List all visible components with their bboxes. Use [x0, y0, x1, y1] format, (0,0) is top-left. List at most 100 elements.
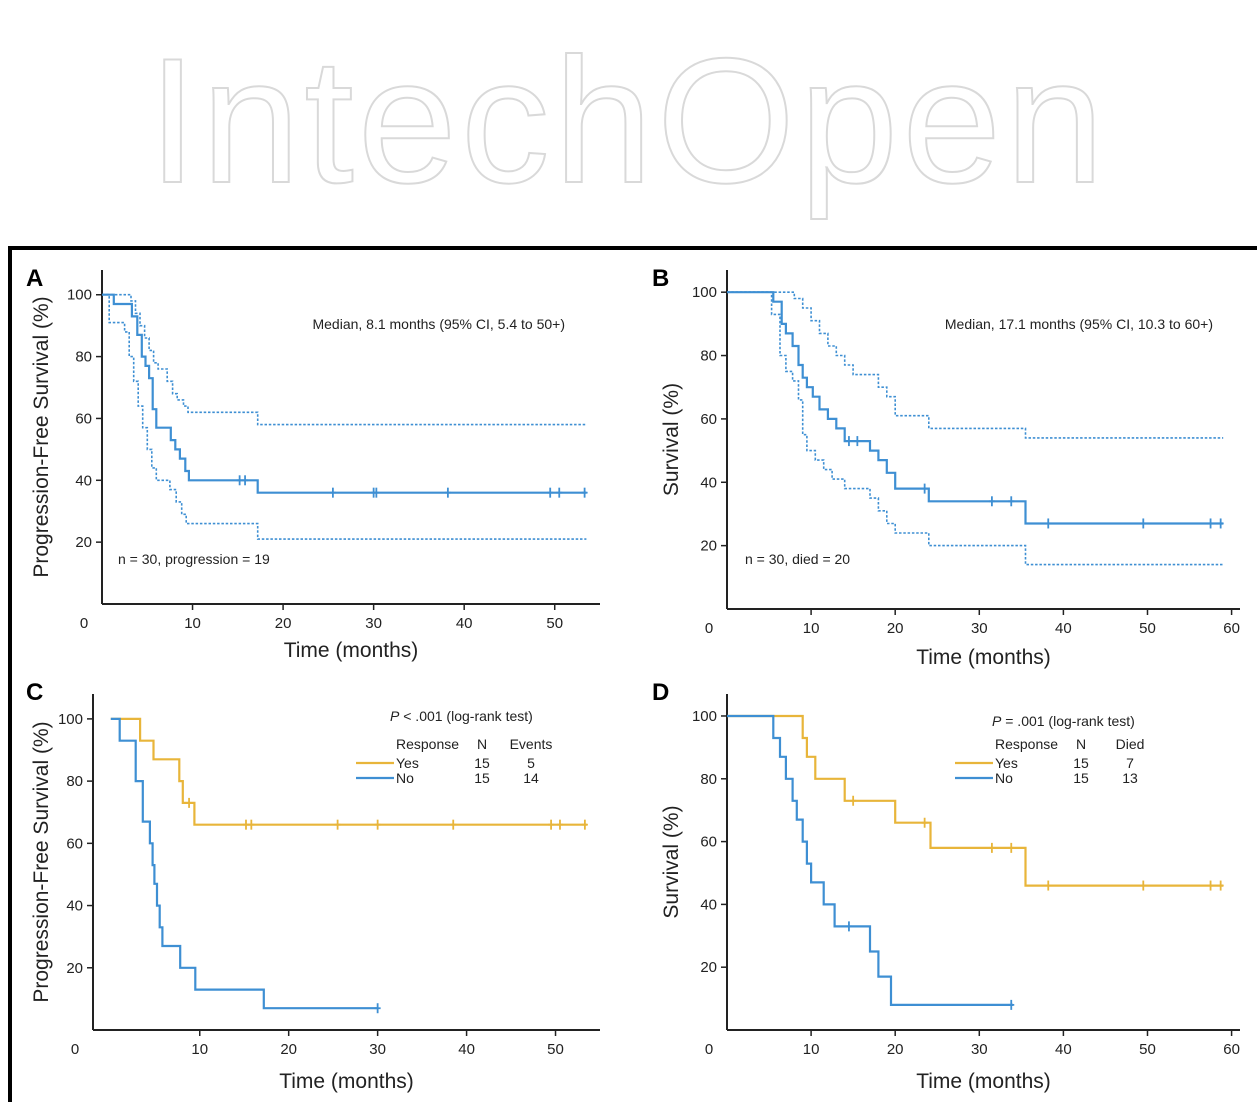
legend-header-value: Died — [1116, 736, 1145, 752]
x-axis-title: Time (months) — [284, 639, 419, 662]
legend-value: 5 — [527, 755, 535, 771]
x-tick-label: 40 — [456, 615, 473, 632]
panel-letter: B — [652, 265, 669, 292]
legend-label: Yes — [995, 755, 1018, 771]
x-tick-label: 40 — [1055, 1041, 1072, 1058]
x-tick-label: 30 — [971, 620, 988, 637]
svg-text:IntechOpen: IntechOpen — [148, 21, 1108, 220]
x-axis-title: Time (months) — [279, 1070, 414, 1093]
median-annotation: Median, 8.1 months (95% CI, 5.4 to 50+) — [312, 316, 565, 332]
panel-letter: D — [652, 679, 669, 706]
legend-table: Response N Events Yes 15 5 No 15 14 — [356, 736, 552, 786]
median-annotation: Median, 17.1 months (95% CI, 10.3 to 60+… — [945, 316, 1213, 332]
y-tick-label: 80 — [75, 349, 92, 366]
legend-header-n: N — [1076, 736, 1086, 752]
y-axis-title: Progression-Free Survival (%) — [30, 296, 53, 577]
confidence-bound-line — [727, 291, 1224, 566]
panel-b: B 0 10 20 30 40 50 60 20 40 60 80 100 Time (months) Su… — [652, 265, 1240, 669]
x-tick-label: 50 — [546, 615, 563, 632]
x-tick-label: 50 — [547, 1041, 564, 1058]
x-tick-label: 20 — [275, 615, 292, 632]
legend-header-response: Response — [995, 736, 1058, 752]
log-rank-text: < .001 (log-rank test) — [399, 708, 532, 724]
y-axis-title: Progression-Free Survival (%) — [30, 721, 53, 1002]
y-tick-label: 100 — [67, 287, 92, 304]
y-tick-label: 80 — [700, 348, 717, 365]
series-line-yes — [727, 714, 1224, 887]
x-tick-label: 0 — [71, 1041, 79, 1058]
x-tick-label: 60 — [1223, 1041, 1240, 1058]
survival-curve-line — [102, 293, 587, 494]
x-tick-label: 30 — [365, 615, 382, 632]
legend-value: 14 — [523, 770, 539, 786]
panel-a: A 0 10 20 30 40 50 20 40 60 80 100 Time (months) Prog… — [26, 265, 600, 662]
series-line-no — [110, 717, 378, 1010]
y-tick-label: 100 — [58, 711, 83, 728]
y-tick-label: 80 — [66, 773, 83, 790]
y-tick-label: 60 — [700, 834, 717, 851]
figure-frame — [8, 246, 1257, 1102]
x-tick-label: 0 — [705, 620, 713, 637]
y-tick-label: 40 — [700, 474, 717, 491]
legend-header-response: Response — [396, 736, 459, 752]
legend-n: 15 — [1073, 755, 1089, 771]
x-tick-label: 60 — [1223, 620, 1240, 637]
y-tick-label: 100 — [692, 284, 717, 301]
y-tick-label: 20 — [700, 959, 717, 976]
legend-n: 15 — [474, 755, 490, 771]
legend-label: No — [396, 770, 414, 786]
p-symbol: P — [390, 708, 400, 724]
x-axis-title: Time (months) — [916, 646, 1051, 669]
x-tick-label: 10 — [803, 1041, 820, 1058]
confidence-bound-line — [102, 293, 587, 426]
y-tick-label: 100 — [692, 708, 717, 725]
x-tick-label: 30 — [369, 1041, 386, 1058]
y-tick-label: 20 — [75, 534, 92, 551]
legend-value: 13 — [1122, 770, 1138, 786]
y-axis-title: Survival (%) — [660, 805, 683, 918]
intechopen-watermark: IntechOpen — [147, 20, 1108, 221]
x-tick-label: 50 — [1139, 1041, 1156, 1058]
x-tick-label: 30 — [971, 1041, 988, 1058]
x-tick-label: 10 — [191, 1041, 208, 1058]
x-tick-label: 20 — [280, 1041, 297, 1058]
legend-header-value: Events — [510, 736, 553, 752]
legend-label: No — [995, 770, 1013, 786]
legend-label: Yes — [396, 755, 419, 771]
x-tick-label: 50 — [1139, 620, 1156, 637]
y-tick-label: 60 — [75, 410, 92, 427]
confidence-bound-line — [102, 293, 587, 540]
panel-c: C 0 10 20 30 40 50 20 40 60 80 100 Time (months) Prog… — [26, 679, 600, 1093]
legend-table: Response N Died Yes 15 7 No 15 13 — [955, 736, 1144, 786]
series-line-no — [727, 714, 1013, 1006]
y-tick-label: 20 — [66, 960, 83, 977]
counts-annotation: n = 30, progression = 19 — [118, 551, 270, 567]
x-tick-label: 20 — [887, 620, 904, 637]
log-rank-annotation: P = .001 (log-rank test) — [992, 713, 1135, 729]
confidence-bound-line — [727, 291, 1224, 439]
x-tick-label: 10 — [803, 620, 820, 637]
y-tick-label: 40 — [66, 898, 83, 915]
series-line-yes — [110, 717, 587, 826]
x-tick-label: 10 — [184, 615, 201, 632]
panel-letter: C — [26, 679, 43, 706]
log-rank-text: = .001 (log-rank test) — [1001, 713, 1134, 729]
survival-curve-line — [727, 291, 1224, 525]
x-axis-title: Time (months) — [916, 1070, 1051, 1093]
y-tick-label: 40 — [75, 472, 92, 489]
legend-n: 15 — [1073, 770, 1089, 786]
y-tick-label: 80 — [700, 771, 717, 788]
legend-header-n: N — [477, 736, 487, 752]
x-tick-label: 0 — [705, 1041, 713, 1058]
x-tick-label: 40 — [1055, 620, 1072, 637]
x-tick-label: 0 — [80, 615, 88, 632]
y-axis-title: Survival (%) — [660, 383, 683, 496]
log-rank-annotation: P < .001 (log-rank test) — [390, 708, 533, 724]
y-tick-label: 60 — [66, 835, 83, 852]
legend-value: 7 — [1126, 755, 1134, 771]
p-symbol: P — [992, 713, 1002, 729]
legend-n: 15 — [474, 770, 490, 786]
x-tick-label: 20 — [887, 1041, 904, 1058]
panel-letter: A — [26, 265, 43, 292]
